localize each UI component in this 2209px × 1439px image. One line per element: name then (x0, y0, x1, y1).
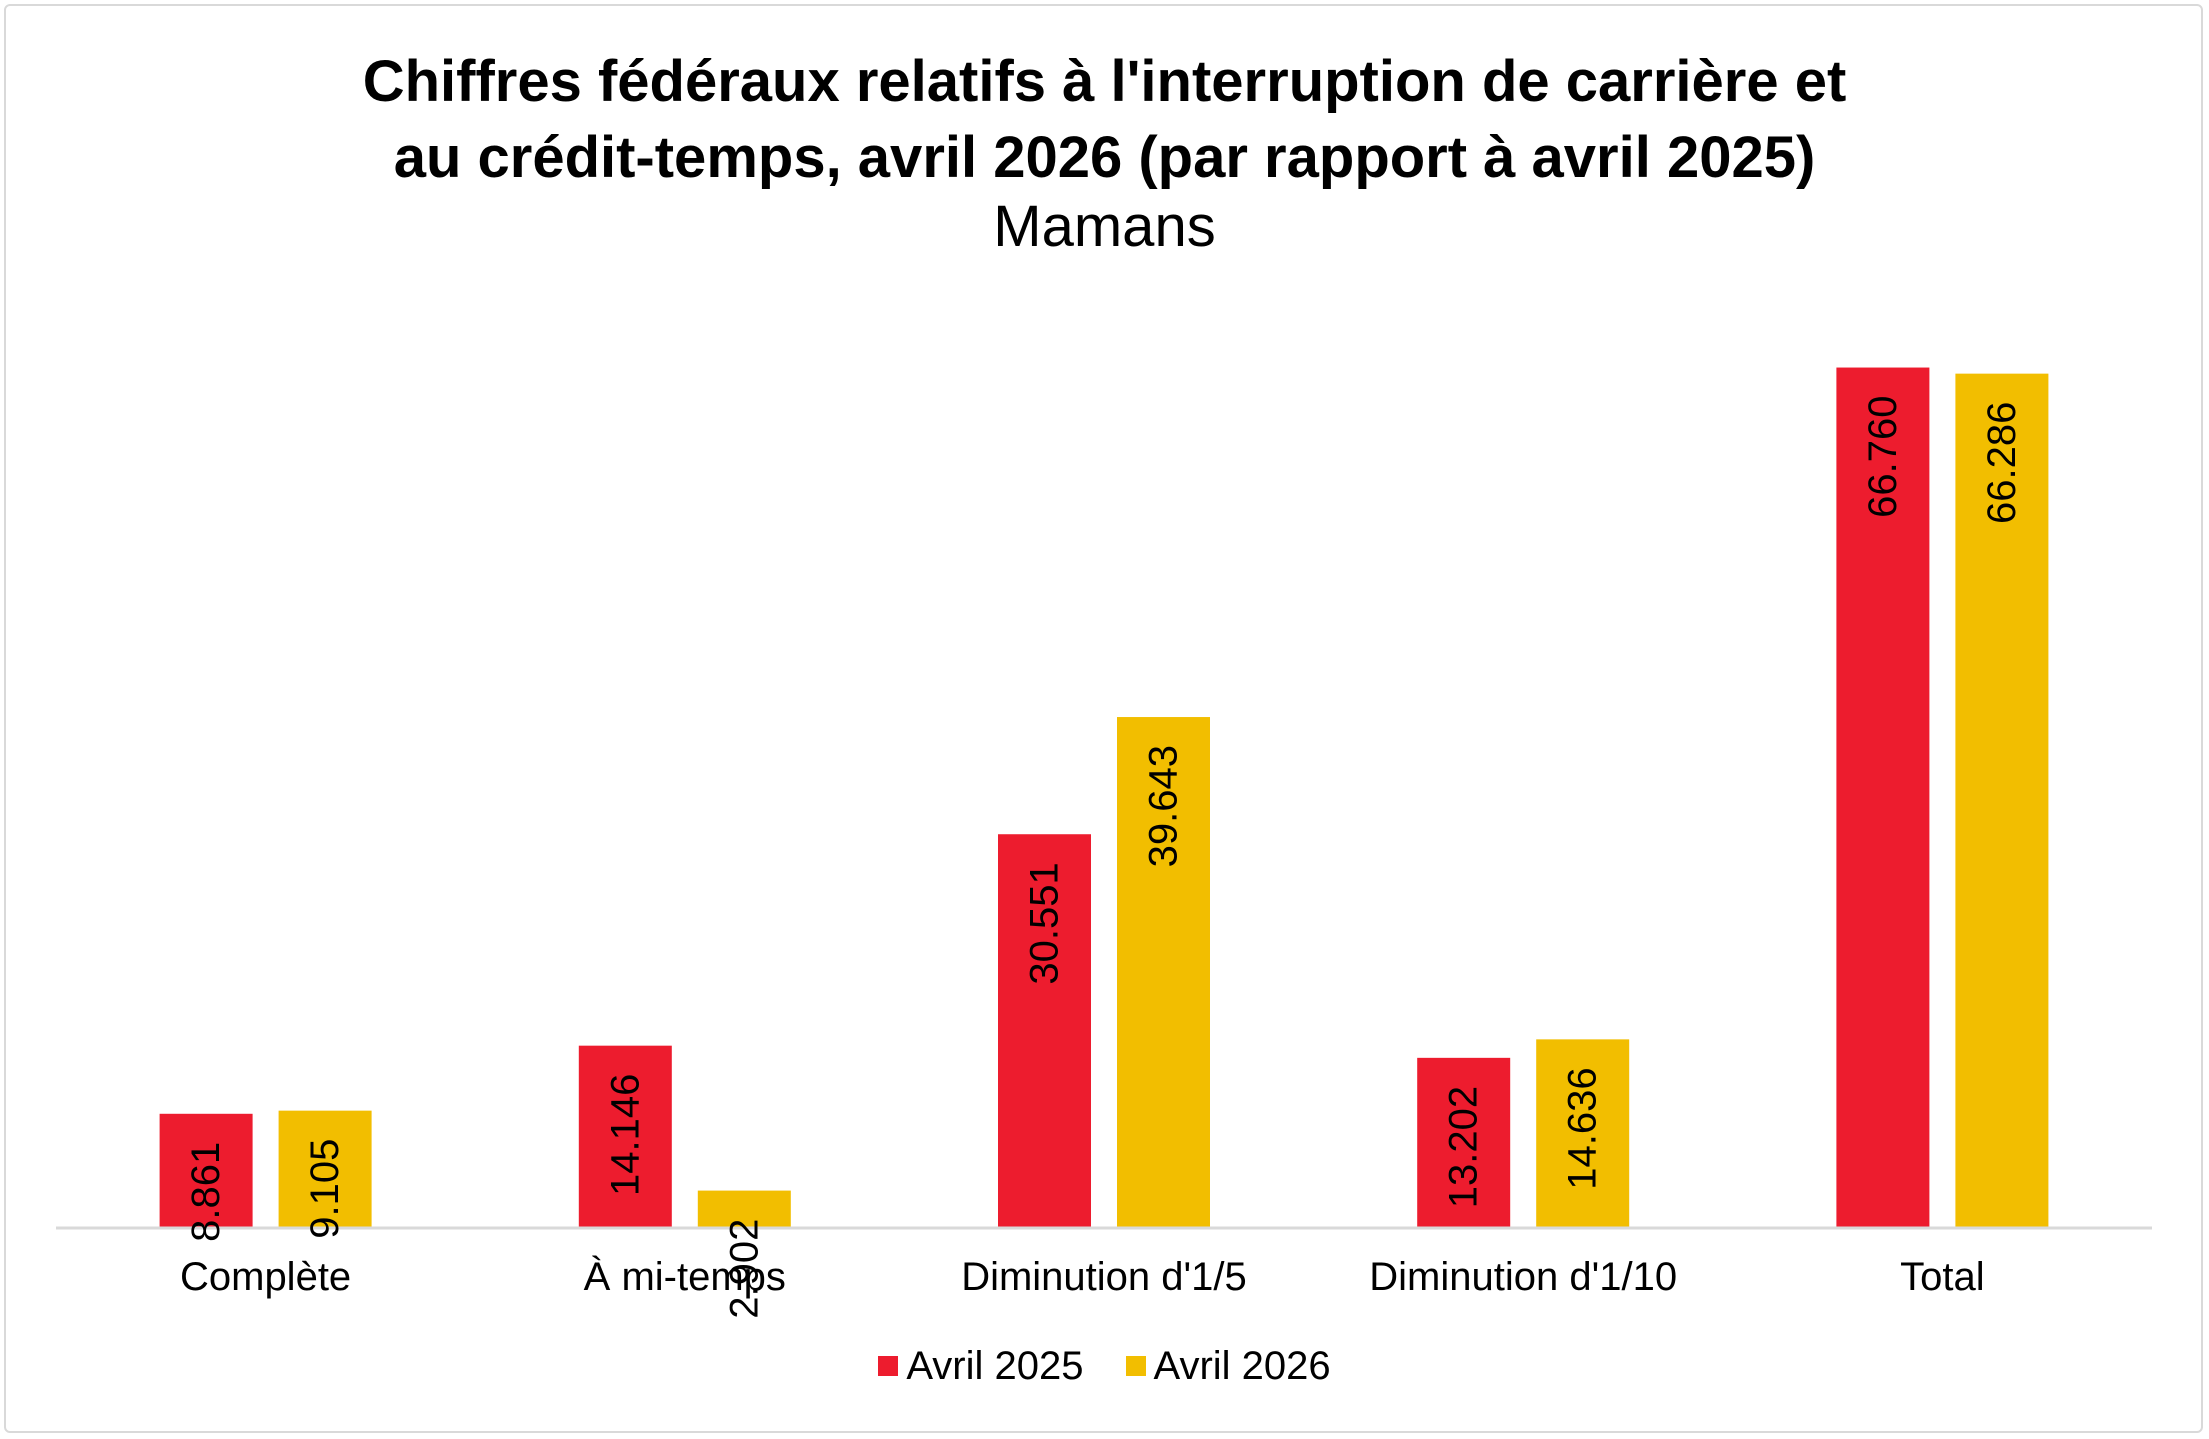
data-label-total-avril-2026: 66.286 (1980, 402, 2024, 524)
data-label-complete-avril-2026: 9.105 (303, 1139, 347, 1239)
bar-diminution-d-1-5-avril-2026 (1117, 717, 1210, 1228)
legend-swatch-avril-2025 (878, 1356, 899, 1376)
data-label-diminution-d-1-5-avril-2025: 30.551 (1023, 862, 1067, 984)
chart-title-line-1: Chiffres fédéraux relatifs à l'interrupt… (362, 49, 1847, 114)
bar-diminution-d-1-10-avril-2026 (1536, 1039, 1630, 1228)
legend-label-avril-2026: Avril 2026 (1153, 1344, 1331, 1388)
x-tick-label-diminution-d-1-10: Diminution d'1/10 (1369, 1255, 1677, 1299)
legend-label-avril-2025: Avril 2025 (906, 1344, 1084, 1388)
x-tick-label-diminution-d-1-5: Diminution d'1/5 (961, 1255, 1247, 1299)
chart-title: Chiffres fédéraux relatifs à l'interrupt… (0, 44, 2209, 196)
bar-diminution-d-1-10-avril-2025 (1417, 1057, 1511, 1228)
data-label-diminution-d-1-5-avril-2026: 39.643 (1142, 745, 1186, 867)
legend-swatch-avril-2026 (1125, 1356, 1146, 1376)
chart-title-line-2: au crédit-temps, avril 2026 (par rapport… (393, 125, 1816, 190)
legend-item-avril-2026: Avril 2026 (1125, 1338, 1331, 1394)
data-label-diminution-d-1-10-avril-2026: 14.636 (1561, 1067, 1605, 1189)
data-label-a-mi-temps-avril-2025: 14.146 (603, 1074, 647, 1196)
bar-complete-avril-2025 (159, 1113, 253, 1228)
bar-total-avril-2026 (1955, 373, 2049, 1229)
legend: Avril 2025 Avril 2026 (0, 1338, 2209, 1394)
data-label-diminution-d-1-10-avril-2025: 13.202 (1442, 1086, 1486, 1208)
bars-layer (159, 367, 2049, 1229)
data-label-complete-avril-2025: 8.861 (184, 1142, 228, 1242)
bar-diminution-d-1-5-avril-2025 (998, 834, 1091, 1228)
bar-complete-avril-2026 (278, 1110, 372, 1228)
x-tick-label-total: Total (1900, 1255, 1985, 1299)
chart-subtitle: Mamans (993, 194, 1216, 259)
data-label-a-mi-temps-avril-2026: 2.902 (722, 1219, 766, 1319)
bar-a-mi-temps-avril-2026 (697, 1190, 791, 1228)
bar-total-avril-2025 (1836, 367, 1930, 1228)
x-tick-label-complete: Complète (180, 1255, 351, 1299)
data-label-total-avril-2025: 66.760 (1861, 396, 1905, 518)
bar-a-mi-temps-avril-2025 (578, 1045, 672, 1228)
x-tick-label-a-mi-temps: À mi-temps (584, 1254, 786, 1299)
legend-item-avril-2025: Avril 2025 (878, 1338, 1084, 1394)
